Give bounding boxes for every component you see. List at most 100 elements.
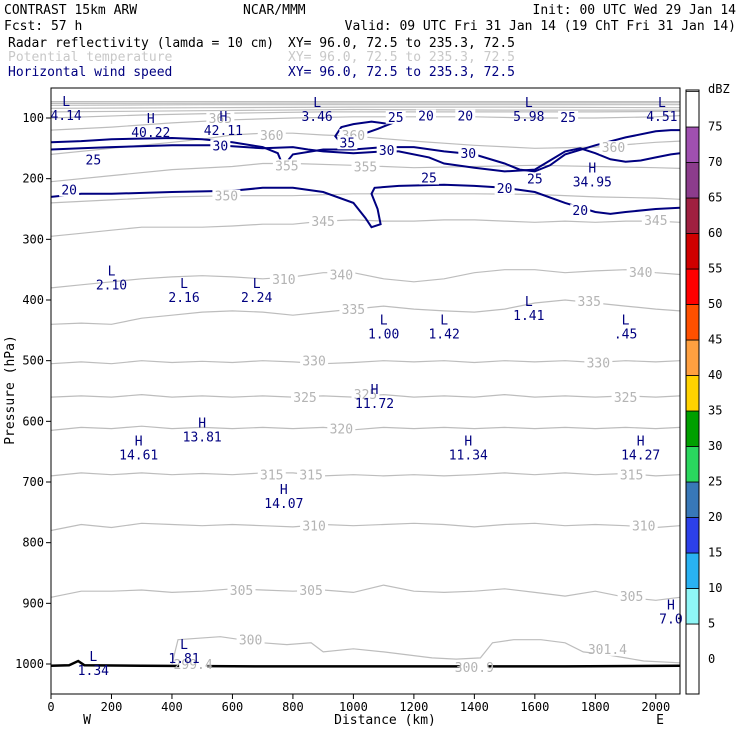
extremum-value: 4.51 <box>646 110 677 125</box>
speed-label-bg <box>558 110 579 124</box>
colorbar-label: 10 <box>708 581 722 595</box>
theta-contour-410 <box>50 102 681 104</box>
colorbar-label: 5 <box>708 617 715 631</box>
speed-label: 20 <box>572 204 588 219</box>
extremum-value: 42.11 <box>204 124 243 139</box>
colorbar-label: 55 <box>708 262 722 276</box>
speed-label: 25 <box>388 111 404 126</box>
theta-label: 355 <box>275 159 298 174</box>
theta-label: 301.4 <box>588 643 627 658</box>
y-tick-label: 800 <box>22 536 44 550</box>
colorbar-swatch <box>685 623 700 695</box>
theta-label: 325 <box>614 391 637 406</box>
theta-label: 345 <box>644 214 667 229</box>
colorbar-label: 65 <box>708 191 722 205</box>
colorbar-label: 0 <box>708 652 715 666</box>
theta-label: 330 <box>587 356 610 371</box>
theta-contour-310 <box>50 522 681 532</box>
y-tick-label: 500 <box>22 354 44 368</box>
x-tick-label: 600 <box>222 700 244 714</box>
theta-label-bg <box>629 519 658 533</box>
speed-label: 20 <box>497 182 513 197</box>
theta-contour-370 <box>50 110 681 119</box>
colorbar-swatch <box>685 481 700 518</box>
theta-contour-390 <box>50 106 681 109</box>
speed-label: 20 <box>61 184 77 199</box>
colorbar-swatch <box>685 268 700 305</box>
colorbar-swatch <box>685 197 700 234</box>
extremum-value: 13.81 <box>183 430 222 445</box>
x-tick-label: 1600 <box>520 700 549 714</box>
y-tick-label: 100 <box>22 111 44 125</box>
colorbar-label: 70 <box>708 155 722 169</box>
theta-contour-340 <box>50 269 681 289</box>
colorbar-swatch <box>685 517 700 554</box>
field-xy-reflectivity: XY= 96.0, 72.5 to 235.3, 72.5 <box>288 36 515 51</box>
speed-label: 20 <box>457 110 473 125</box>
theta-label-bg <box>291 391 320 405</box>
colorbar-label: 20 <box>708 510 722 524</box>
extremum-marker: H <box>371 383 379 398</box>
colorbar-label: 40 <box>708 368 722 382</box>
theta-contour-400 <box>50 104 680 106</box>
speed-label-bg <box>59 183 80 197</box>
colorbar-swatch <box>685 339 700 376</box>
speed-label-bg <box>415 109 436 123</box>
colorbar-swatch <box>685 162 700 199</box>
theta-label-bg <box>300 519 329 533</box>
axes: 0 200 400 600 800 1000 1200 1400 1600 1800 2000 100… <box>15 111 670 714</box>
theta-label: 310 <box>272 273 295 288</box>
extremum-value: 14.07 <box>264 497 303 512</box>
theta-label: 315 <box>260 469 283 484</box>
theta-contours <box>50 101 681 665</box>
colorbar-swatch <box>685 126 700 163</box>
y-tick-label: 1000 <box>15 657 44 671</box>
theta-label-bg <box>641 213 670 227</box>
theta-label-bg <box>272 159 301 173</box>
theta-label: 315 <box>620 469 643 484</box>
colorbar-swatch <box>685 233 700 270</box>
theta-label: 310 <box>632 520 655 535</box>
theta-label-bg <box>351 160 380 174</box>
extremum-value: 2.10 <box>96 279 127 294</box>
theta-label: 325 <box>293 391 316 406</box>
theta-contour-365 <box>50 115 681 131</box>
theta-label: 340 <box>629 266 652 281</box>
init-time: Init: 00 UTC Wed 29 Jan 14 <box>533 3 737 18</box>
extremum-marker: H <box>588 162 596 177</box>
colorbar-frame <box>685 89 700 695</box>
theta-label: 300 <box>239 634 262 649</box>
x-tick-label: 1000 <box>339 700 368 714</box>
extremum-value: 1.34 <box>78 664 109 679</box>
colorbar: dBZ 0 5 10 15 20 25 30 35 40 45 50 55 60 65 70 75 <box>685 82 730 695</box>
extremum-marker: L <box>313 96 321 111</box>
x-tick-label: 0 <box>47 700 54 714</box>
extremum-value: 1.42 <box>428 327 459 342</box>
speed-label-bg <box>455 109 476 123</box>
extremum-marker: H <box>280 483 288 498</box>
x-tick-label: 1200 <box>399 700 428 714</box>
speed-label: 30 <box>379 144 395 159</box>
theta-label: 335 <box>342 303 365 318</box>
extremum-marker: L <box>253 277 261 292</box>
theta-label: 365 <box>209 112 232 127</box>
y-tick-label: 200 <box>22 172 44 186</box>
extremum-marker: H <box>637 435 645 450</box>
theta-label: 350 <box>215 190 238 205</box>
theta-label: 360 <box>260 129 283 144</box>
theta-label-bg <box>227 583 256 597</box>
theta-label-bg <box>460 661 489 675</box>
x-tick-label: 200 <box>101 700 123 714</box>
extremum-marker: L <box>525 96 533 111</box>
extremum-value: 14.61 <box>119 449 158 464</box>
theta-label-bg <box>626 266 655 280</box>
theta-contour-315 <box>50 472 681 477</box>
x-tick-label: 800 <box>282 700 304 714</box>
theta-label: 355 <box>354 161 377 176</box>
theta-contour-320 <box>50 425 681 431</box>
extremum-value: 11.34 <box>449 449 488 464</box>
extremum-value: 2.24 <box>241 291 272 306</box>
extremum-value: 4.14 <box>50 109 81 124</box>
extremum-marker: H <box>198 416 206 431</box>
extremum-value: 1.00 <box>368 327 399 342</box>
